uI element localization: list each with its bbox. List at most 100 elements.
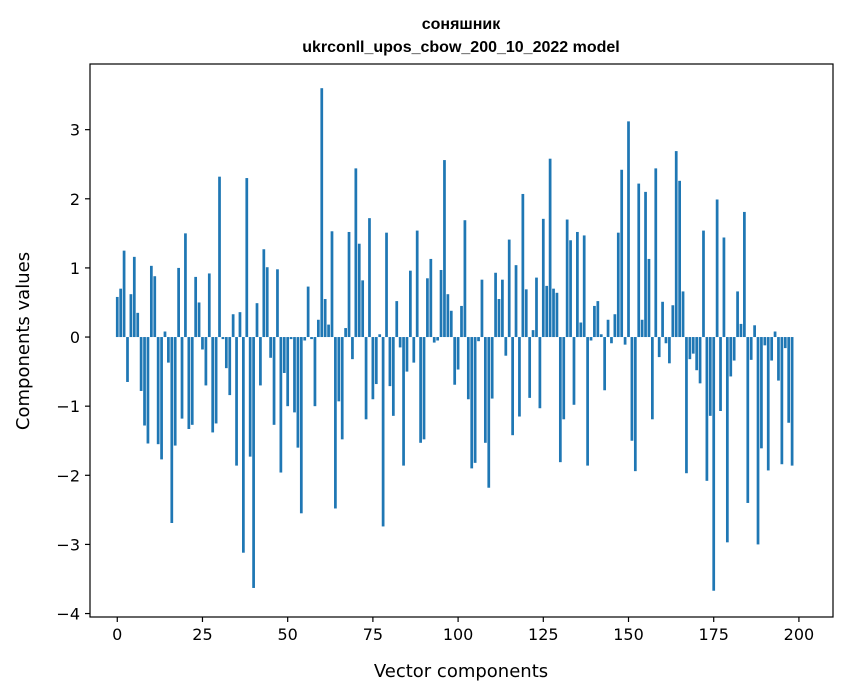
x-axis-label: Vector components [374, 661, 548, 682]
bar [262, 249, 266, 338]
bar [528, 337, 532, 398]
bar [708, 337, 712, 416]
bar [603, 337, 607, 391]
bar [456, 337, 460, 370]
bar [374, 337, 378, 385]
bar [153, 276, 157, 338]
bar [473, 337, 477, 463]
bar [630, 337, 634, 441]
bar [579, 322, 583, 338]
bar [766, 337, 770, 471]
bar [337, 337, 341, 402]
bar [719, 337, 722, 411]
bar [204, 337, 208, 386]
y-tick-label: −2 [56, 466, 80, 485]
y-tick-label: 3 [70, 121, 80, 140]
bar [763, 337, 767, 346]
bar [419, 337, 422, 443]
bar [494, 272, 497, 338]
bar [129, 294, 133, 338]
bar [582, 235, 586, 338]
x-tick-label: 0 [112, 625, 122, 644]
bar [422, 337, 426, 440]
bar [657, 337, 661, 358]
bar [149, 265, 153, 338]
y-tick-label: 0 [70, 328, 80, 347]
bar [637, 183, 641, 338]
bars-group [115, 88, 794, 591]
chart-subtitle: ukrconll_upos_cbow_200_10_2022 model [302, 39, 619, 56]
bar [780, 337, 784, 465]
bar [340, 337, 344, 440]
bar [143, 337, 146, 426]
plot-frame [89, 63, 834, 618]
bar [409, 270, 412, 338]
bar [354, 168, 358, 338]
bar [245, 178, 249, 338]
bar [296, 337, 300, 448]
x-tick-label: 150 [613, 625, 644, 644]
bar [746, 337, 750, 503]
bar [170, 337, 174, 523]
y-axis-ticks: −4 −3 −2 −1 0 1 2 3 [56, 121, 90, 624]
bar [606, 319, 610, 338]
bar [535, 277, 538, 338]
bar [177, 267, 180, 338]
bar [558, 337, 562, 463]
bar [180, 337, 184, 419]
bar [466, 337, 470, 400]
bar [443, 160, 446, 338]
x-tick-label: 125 [528, 625, 559, 644]
bar [221, 337, 225, 340]
bar [685, 337, 688, 474]
bar [269, 337, 272, 358]
bar [620, 169, 624, 338]
bar [705, 337, 709, 481]
bar [691, 337, 695, 354]
bar [627, 121, 630, 338]
bar [224, 337, 228, 369]
bar [156, 337, 160, 445]
bar [773, 331, 777, 338]
bar [453, 337, 457, 385]
bar [119, 288, 123, 338]
bar [732, 337, 736, 361]
bar [790, 337, 794, 466]
bar [330, 231, 334, 338]
bar [722, 237, 726, 338]
bar [126, 337, 129, 382]
bar [572, 337, 576, 405]
bar [122, 250, 126, 338]
bar [668, 337, 671, 364]
bar [259, 337, 262, 386]
bar [449, 310, 453, 338]
bar [753, 325, 756, 338]
bar [334, 337, 337, 509]
bar [695, 337, 699, 371]
bar [664, 337, 668, 344]
bar [115, 296, 119, 338]
bar [412, 337, 416, 363]
bar [231, 314, 235, 338]
bar [282, 337, 286, 373]
bar [538, 337, 542, 409]
bar [702, 230, 705, 338]
bar [194, 276, 198, 338]
bar [146, 337, 150, 444]
bar [678, 180, 681, 338]
y-tick-label: −3 [56, 535, 80, 554]
x-axis-ticks: 0 25 50 75 100 125 150 175 200 [112, 617, 814, 644]
bar [736, 291, 739, 338]
bar [565, 219, 569, 338]
bar [242, 337, 245, 553]
bar [480, 279, 484, 338]
bar [347, 231, 351, 338]
bar [593, 305, 596, 338]
bar [610, 337, 613, 344]
chart-title: соняшник [422, 16, 502, 33]
bar [725, 337, 729, 543]
bar [235, 337, 238, 466]
bar [439, 269, 443, 338]
bar [351, 337, 354, 360]
bar [633, 337, 637, 472]
